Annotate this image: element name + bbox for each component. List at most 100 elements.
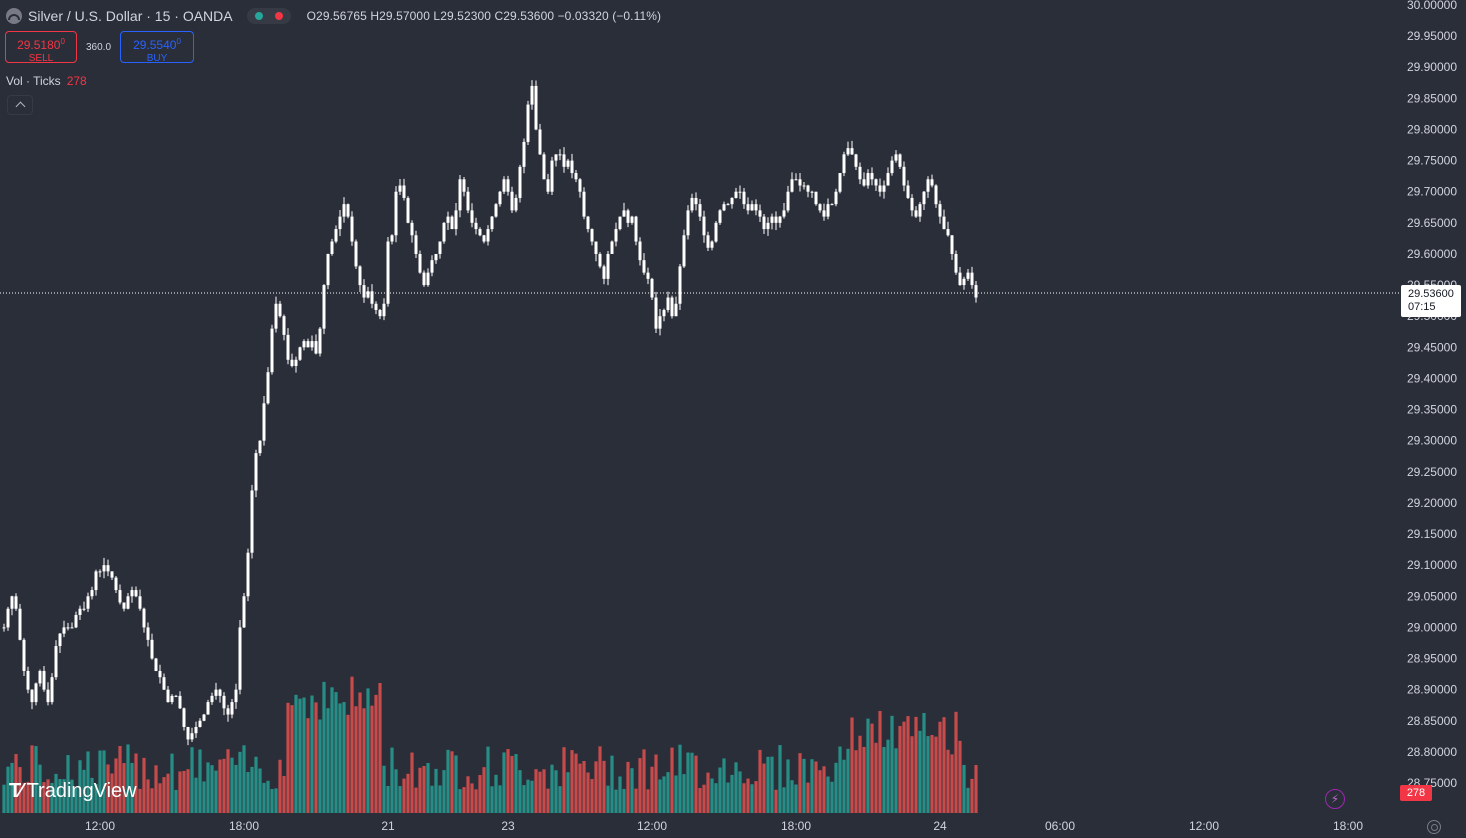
volume-bar xyxy=(806,782,810,813)
volume-bar xyxy=(622,788,626,813)
candle-body xyxy=(66,627,70,629)
candle-body xyxy=(126,596,130,609)
candle-body xyxy=(390,235,394,242)
volume-bar xyxy=(54,773,58,813)
time-tick-label: 24 xyxy=(933,819,947,833)
candle-body xyxy=(538,129,542,155)
candle-body xyxy=(170,695,174,703)
candle-body xyxy=(698,204,702,217)
price-axis[interactable]: 30.00000 29.95000 29.90000 29.85000 29.80000… xyxy=(1407,0,1457,790)
price-tick-label: 29.35000 xyxy=(1407,403,1457,417)
close-value: 29.53600 xyxy=(503,9,555,23)
volume-bar xyxy=(858,735,862,813)
candle-body xyxy=(606,253,610,279)
candle-body xyxy=(534,85,538,130)
volume-bar xyxy=(218,759,222,813)
candle-body xyxy=(622,210,626,217)
candle-body xyxy=(774,216,778,223)
candle-body xyxy=(854,154,858,167)
volume-bar xyxy=(578,763,582,813)
candle-body xyxy=(246,552,250,597)
candle-body xyxy=(222,695,226,709)
volume-axis-label: 278 xyxy=(1400,785,1432,801)
candle-body xyxy=(374,303,378,310)
volume-bar xyxy=(66,755,70,813)
volume-bar xyxy=(106,764,110,813)
candle-body xyxy=(970,272,974,286)
volume-bar xyxy=(190,747,194,813)
volume-bar xyxy=(462,787,466,813)
volume-bar xyxy=(6,766,10,813)
volume-bar xyxy=(10,762,14,813)
high-label: H xyxy=(370,9,380,23)
volume-bar xyxy=(918,730,922,813)
volume-bar xyxy=(174,789,178,813)
volume-bar xyxy=(170,753,174,813)
candle-body xyxy=(678,266,682,304)
volume-bar xyxy=(534,769,538,813)
collapse-legend-button[interactable] xyxy=(7,95,33,115)
candle-body xyxy=(466,191,470,211)
candle-body xyxy=(682,235,686,267)
volume-bar xyxy=(234,764,238,813)
candle-body xyxy=(370,291,374,304)
logo-text: TradingView xyxy=(26,780,137,802)
volume-legend[interactable]: Vol · Ticks 278 xyxy=(6,74,87,88)
candle-body xyxy=(502,179,506,192)
volume-bar xyxy=(282,775,286,813)
volume-bar xyxy=(790,780,794,813)
candle-body xyxy=(58,633,62,647)
candle-body xyxy=(946,229,950,236)
market-status-icon[interactable] xyxy=(246,8,291,24)
candle-body xyxy=(54,646,58,678)
candle-body xyxy=(634,216,638,242)
candle-body xyxy=(666,297,670,310)
candle-body xyxy=(802,185,806,187)
volume-bar xyxy=(114,758,118,813)
sell-button[interactable]: 29.51800 SELL xyxy=(5,31,77,64)
candle-body xyxy=(26,670,30,690)
candle-body xyxy=(494,204,498,217)
volume-bar xyxy=(322,681,326,813)
candle-body xyxy=(590,229,594,242)
volume-bar xyxy=(506,749,510,813)
candle-body xyxy=(902,166,906,186)
candle-body xyxy=(498,191,502,205)
buy-button[interactable]: 29.55400 BUY xyxy=(120,31,194,64)
gear-icon[interactable] xyxy=(1427,820,1441,834)
candle-body xyxy=(14,596,18,609)
candle-body xyxy=(882,185,886,192)
candle-body xyxy=(602,266,606,279)
volume-bar xyxy=(590,779,594,813)
candle-body xyxy=(914,210,918,217)
lightning-icon[interactable]: ⚡ xyxy=(1325,789,1345,809)
volume-bar xyxy=(98,750,102,813)
time-axis[interactable]: 12:00 18:00 21 23 12:00 18:00 24 06:00 12:00 18:0… xyxy=(85,819,1363,833)
volume-bar xyxy=(362,708,366,813)
candle-body xyxy=(762,216,766,230)
price-tick-label: 28.95000 xyxy=(1407,652,1457,666)
volume-bar xyxy=(478,775,482,813)
volume-bar xyxy=(930,735,934,813)
candle-body xyxy=(290,359,294,366)
volume-bar xyxy=(490,786,494,813)
tradingview-logo[interactable]: T⁄ TradingView xyxy=(9,780,137,803)
volume-bar xyxy=(882,747,886,813)
volume-bar xyxy=(406,773,410,813)
candle-body xyxy=(846,148,850,155)
candle-body xyxy=(386,241,390,304)
low-value: 29.52300 xyxy=(440,9,492,23)
market-flag-dot xyxy=(274,12,283,20)
volume-bar xyxy=(938,721,942,813)
candle-body xyxy=(706,235,710,248)
price-tick-label: 28.90000 xyxy=(1407,683,1457,697)
candle-body xyxy=(510,191,514,211)
symbol-title[interactable]: Silver / U.S. Dollar · 15 · OANDA xyxy=(28,8,233,24)
volume-bar xyxy=(486,746,490,813)
volume-bar xyxy=(390,747,394,813)
volume-bar xyxy=(454,755,458,813)
candle-body xyxy=(922,191,926,205)
price-tick-label: 29.25000 xyxy=(1407,465,1457,479)
volume-bar xyxy=(2,784,6,813)
